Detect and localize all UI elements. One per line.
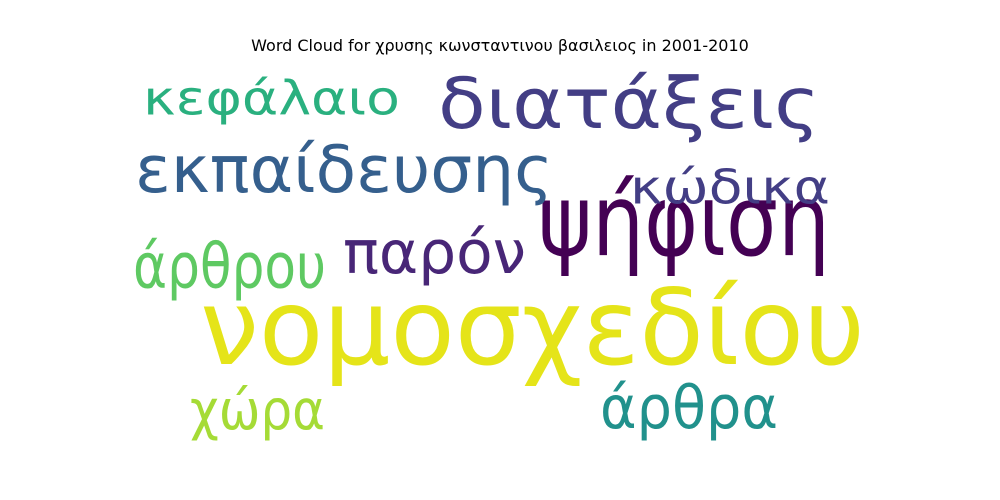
word-1: νομοσχεδίου xyxy=(200,267,865,389)
word-8: άρθρου xyxy=(133,230,326,303)
word-4: εκπαίδευσης xyxy=(135,133,553,208)
word-7: κώδικα xyxy=(630,161,830,216)
word-6: παρόν xyxy=(343,218,526,288)
chart-title: Word Cloud for χρυσης κωνσταντινου βασιλ… xyxy=(251,36,749,55)
word-9: άρθρα xyxy=(600,373,778,443)
word-2: διατάξεις xyxy=(438,63,820,145)
word-3: ψήφιση xyxy=(538,162,830,279)
word-10: χώρα xyxy=(190,378,325,442)
word-5: κεφάλαιο xyxy=(143,72,400,127)
